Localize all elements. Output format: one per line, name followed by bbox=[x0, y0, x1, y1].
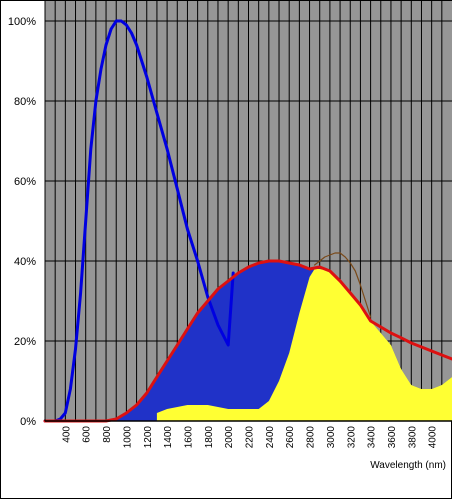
plot-series bbox=[43, 19, 452, 423]
x-tick-label: 2200 bbox=[245, 426, 256, 449]
x-axis-ticks: 400 600 800 1000 1200 1400 1600 1800 2000 2200 240… bbox=[61, 426, 438, 449]
x-tick-label: 2000 bbox=[224, 426, 235, 449]
x-tick-label: 1000 bbox=[122, 426, 133, 449]
x-tick-label: 2800 bbox=[306, 426, 317, 449]
x-tick-label: 2400 bbox=[265, 426, 276, 449]
y-tick-label: 80% bbox=[14, 96, 36, 108]
y-tick-label: 100% bbox=[8, 16, 36, 28]
x-tick-label: 4000 bbox=[428, 426, 439, 449]
x-tick-label: 600 bbox=[82, 426, 93, 443]
line-series-4 bbox=[314, 252, 372, 318]
line-series-3 bbox=[43, 259, 452, 423]
area-series-2 bbox=[156, 269, 452, 421]
y-tick-label: 60% bbox=[14, 176, 36, 188]
x-tick-label: 3200 bbox=[346, 426, 357, 449]
y-tick-label: 0% bbox=[20, 416, 36, 428]
y-tick-label: 20% bbox=[14, 336, 36, 348]
x-tick-label: 3000 bbox=[326, 426, 337, 449]
x-tick-label: 800 bbox=[102, 426, 113, 443]
x-tick-label: 1200 bbox=[143, 426, 154, 449]
x-axis-title: Wavelength (nm) bbox=[370, 460, 446, 471]
x-tick-label: 2600 bbox=[285, 426, 296, 449]
y-tick-label: 40% bbox=[14, 256, 36, 268]
x-tick-label: 3400 bbox=[367, 426, 378, 449]
x-tick-label: 400 bbox=[61, 426, 72, 443]
x-tick-label: 1400 bbox=[163, 426, 174, 449]
x-tick-label: 1800 bbox=[204, 426, 215, 449]
x-tick-label: 3800 bbox=[407, 426, 418, 449]
y-axis-ticks: 0% 20% 40% 60% 80% 100% bbox=[8, 16, 36, 428]
line-series-0 bbox=[43, 19, 235, 423]
x-tick-label: 3600 bbox=[387, 426, 398, 449]
x-tick-label: 1600 bbox=[183, 426, 194, 449]
